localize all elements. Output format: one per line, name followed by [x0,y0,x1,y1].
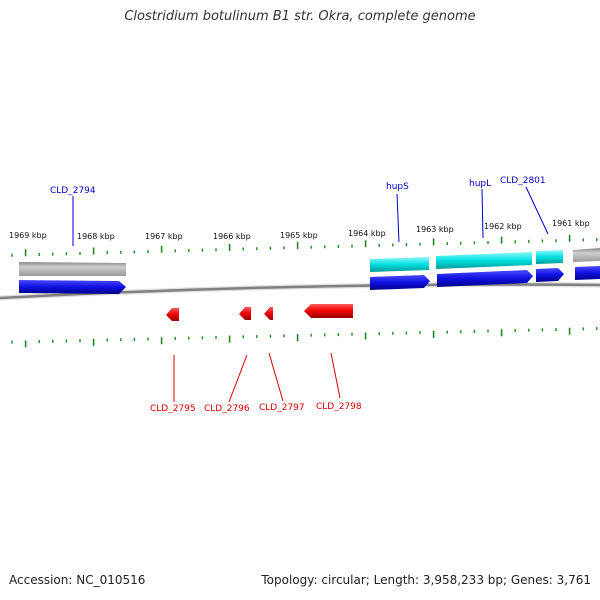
forward-gene-arrow[interactable] [437,270,533,287]
forward-gene-arrow[interactable] [19,280,126,294]
reverse-gene-arrow[interactable] [166,308,179,321]
gene-label-reverse[interactable]: CLD_2796 [204,404,250,414]
reverse-gene-arrow[interactable] [239,307,251,320]
kbp-label: 1962 kbp [484,222,522,231]
gene-label-forward[interactable]: hupS [386,182,409,192]
forward-label-leaders [72,186,549,246]
kbp-label: 1961 kbp [552,219,590,228]
reverse-label-leaders [173,352,341,403]
forward-gene-arrow[interactable] [370,275,430,290]
kbp-scale: 1969 kbp 1968 kbp 1967 kbp 1966 kbp 1965… [9,219,590,241]
gene-label-forward[interactable]: hupL [469,179,491,189]
forward-gene-track [19,266,600,294]
forward-gene-arrow[interactable] [536,268,564,282]
kbp-label: 1969 kbp [9,231,47,240]
cds-segment-cyan[interactable] [536,250,563,264]
gene-label-forward[interactable]: CLD_2794 [50,186,96,196]
cds-track [19,248,600,276]
gene-label-reverse[interactable]: CLD_2798 [316,402,362,412]
genome-stats-text: Topology: circular; Length: 3,958,233 bp… [261,573,591,587]
tick-row-forward [11,234,598,257]
kbp-label: 1965 kbp [280,231,318,240]
kbp-label: 1968 kbp [77,232,115,241]
cds-segment-cyan[interactable] [436,252,532,269]
forward-gene-arrow[interactable] [575,266,600,280]
tick-row-reverse [11,327,598,348]
accession-text: Accession: NC_010516 [9,573,146,587]
reverse-gene-arrow[interactable] [304,304,353,318]
cds-segment-grey[interactable] [573,248,600,262]
kbp-label: 1963 kbp [416,225,454,234]
kbp-label: 1967 kbp [145,232,183,241]
gene-label-reverse[interactable]: CLD_2797 [259,403,305,413]
map-title: Clostridium botulinum B1 str. Okra, comp… [124,9,476,24]
genome-backbone-line [0,283,600,300]
cds-segment-cyan[interactable] [370,257,429,272]
reverse-gene-arrow[interactable] [264,307,273,320]
kbp-label: 1964 kbp [348,229,386,238]
gene-label-forward[interactable]: CLD_2801 [500,176,546,186]
reverse-gene-track [166,304,353,321]
kbp-label: 1966 kbp [213,232,251,241]
gene-label-reverse[interactable]: CLD_2795 [150,404,196,414]
cds-segment-grey[interactable] [19,262,126,276]
